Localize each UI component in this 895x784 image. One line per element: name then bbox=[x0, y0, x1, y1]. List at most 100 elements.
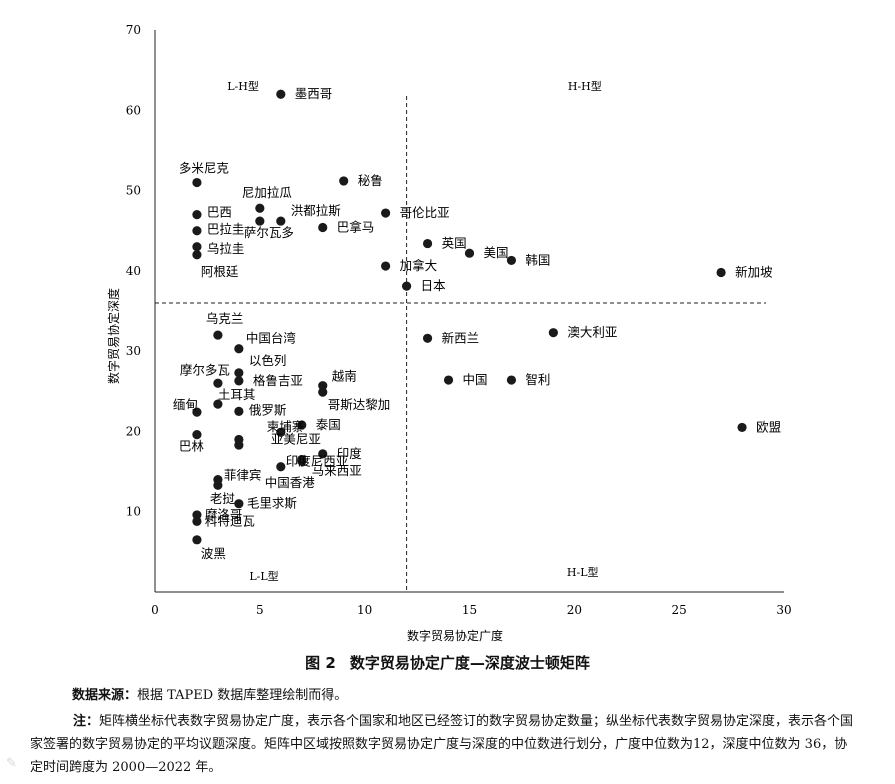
note-label: 注： bbox=[73, 714, 100, 729]
point-label: 巴拿马 bbox=[337, 220, 375, 235]
point-label: 亚美尼亚 bbox=[271, 431, 321, 446]
watermark: ✎ bbox=[6, 756, 17, 771]
data-point bbox=[276, 216, 286, 226]
point-label: 巴林 bbox=[179, 439, 205, 454]
data-point bbox=[318, 381, 328, 391]
data-point bbox=[192, 510, 202, 520]
point-label: 新西兰 bbox=[442, 330, 480, 345]
data-point bbox=[192, 242, 202, 252]
data-point bbox=[381, 208, 391, 218]
data-point bbox=[234, 368, 244, 378]
point-label: 秘鲁 bbox=[358, 173, 383, 188]
data-points bbox=[192, 89, 747, 545]
point-label: 乌克兰 bbox=[206, 311, 244, 326]
data-point bbox=[506, 375, 517, 385]
data-point bbox=[255, 216, 265, 226]
point-label: 中国香港 bbox=[265, 475, 316, 490]
data-point bbox=[318, 387, 328, 397]
data-point bbox=[213, 330, 223, 340]
point-label: 印度尼西亚 bbox=[286, 454, 349, 469]
point-label: 美国 bbox=[484, 245, 509, 260]
figure-note: 注：矩阵横坐标代表数字贸易协定广度，表示各个国家和地区已经签订的数字贸易协定数量… bbox=[30, 710, 860, 779]
source-text: 根据 TAPED 数据库整理绘制而得。 bbox=[137, 688, 348, 703]
data-point bbox=[297, 420, 307, 430]
data-point bbox=[276, 462, 286, 472]
x-axis-label: 数字贸易协定广度 bbox=[407, 628, 503, 643]
y-tick-label: 30 bbox=[126, 344, 141, 358]
data-point bbox=[381, 261, 391, 271]
point-label: 以色列 bbox=[249, 353, 287, 368]
y-tick-label: 50 bbox=[126, 184, 141, 198]
data-point bbox=[192, 250, 202, 260]
y-tick-label: 10 bbox=[126, 505, 141, 519]
quadrant-label: H-L型 bbox=[567, 565, 599, 579]
point-label: 澳大利亚 bbox=[567, 325, 617, 340]
point-label: 萨尔瓦多 bbox=[244, 225, 294, 240]
data-point bbox=[234, 344, 244, 354]
x-tick-label: 15 bbox=[462, 603, 477, 617]
axes: 0 5 10 15 20 25 30 10 20 30 40 50 60 70 bbox=[126, 23, 792, 617]
data-point bbox=[297, 456, 307, 466]
data-point bbox=[213, 378, 223, 388]
data-point bbox=[192, 535, 202, 545]
point-label: 中国 bbox=[463, 372, 488, 387]
data-point bbox=[192, 430, 202, 440]
point-label: 哥斯达黎加 bbox=[328, 397, 391, 412]
data-source: 数据来源：根据 TAPED 数据库整理绘制而得。 bbox=[72, 684, 895, 707]
point-label: 韩国 bbox=[525, 252, 550, 267]
median-lines bbox=[155, 96, 766, 592]
point-label: 科特迪瓦 bbox=[205, 513, 255, 528]
quadrant-label: H-H型 bbox=[568, 79, 602, 93]
data-point bbox=[506, 255, 517, 266]
point-label: 格鲁吉亚 bbox=[253, 373, 303, 388]
point-label: 巴拉圭 bbox=[207, 222, 245, 237]
point-label: 哥伦比亚 bbox=[400, 205, 450, 220]
quadrant-label: L-H型 bbox=[227, 79, 259, 93]
x-tick-label: 10 bbox=[357, 603, 372, 617]
point-label: 洪都拉斯 bbox=[291, 203, 341, 218]
point-label: 土耳其 bbox=[218, 387, 256, 402]
y-tick-label: 70 bbox=[126, 23, 141, 37]
point-label: 摩洛哥 bbox=[205, 507, 243, 522]
data-point bbox=[234, 376, 244, 386]
data-point bbox=[402, 281, 412, 291]
point-label: 多米尼克 bbox=[179, 161, 229, 176]
data-point bbox=[213, 399, 223, 409]
figure-number: 图 2 bbox=[305, 654, 336, 672]
point-label: 老挝 bbox=[210, 491, 236, 506]
quadrant-label: L-L型 bbox=[249, 569, 278, 583]
data-point bbox=[192, 226, 202, 236]
quadrant-labels: L-H型 H-H型 L-L型 H-L型 bbox=[227, 79, 602, 583]
data-point bbox=[318, 449, 328, 459]
point-label: 尼加拉瓜 bbox=[242, 185, 293, 200]
data-point bbox=[234, 440, 244, 450]
y-tick-label: 40 bbox=[126, 264, 141, 278]
data-point bbox=[443, 375, 454, 385]
x-tick-label: 30 bbox=[776, 603, 791, 617]
data-point bbox=[255, 203, 265, 213]
y-tick-label: 20 bbox=[126, 424, 141, 438]
data-point bbox=[548, 328, 558, 338]
x-tick-label: 20 bbox=[567, 603, 582, 617]
point-label: 波黑 bbox=[201, 546, 226, 561]
point-label: 毛里求斯 bbox=[247, 496, 297, 511]
y-tick-label: 60 bbox=[126, 103, 141, 117]
point-label: 欧盟 bbox=[756, 419, 781, 434]
data-point bbox=[422, 238, 433, 249]
note-text: 矩阵横坐标代表数字贸易协定广度，表示各个国家和地区已经签订的数字贸易协定数量；纵… bbox=[30, 714, 854, 775]
figure-caption: 图 2 数字贸易协定广度—深度波士顿矩阵 bbox=[0, 652, 895, 673]
point-label: 马来西亚 bbox=[312, 463, 362, 478]
data-point bbox=[422, 333, 433, 343]
data-point bbox=[213, 480, 223, 490]
data-point bbox=[716, 267, 726, 278]
data-point bbox=[318, 222, 328, 233]
point-label: 日本 bbox=[421, 278, 447, 293]
source-label: 数据来源： bbox=[72, 688, 138, 703]
point-label: 越南 bbox=[332, 369, 357, 384]
data-point bbox=[192, 407, 202, 417]
point-label: 泰国 bbox=[316, 417, 341, 432]
point-label: 阿根廷 bbox=[201, 264, 239, 279]
point-label: 中国台湾 bbox=[246, 331, 296, 346]
point-label: 英国 bbox=[442, 236, 467, 251]
point-label: 俄罗斯 bbox=[249, 402, 287, 417]
